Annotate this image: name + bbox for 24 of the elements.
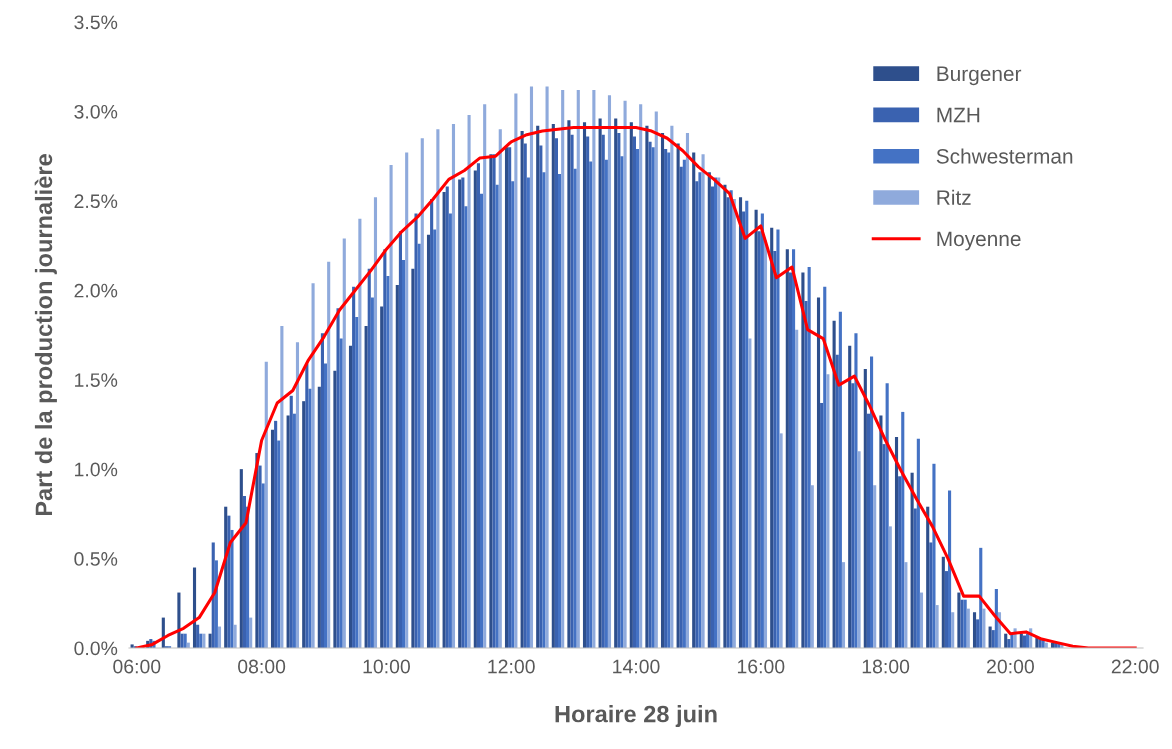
legend-label: MZH [937,107,980,123]
x-tick-label: 20:00 [987,659,1034,674]
legend-label: Moyenne [937,231,1021,251]
x-tick-label: 12:00 [488,659,535,674]
y-tick-label: 0.5% [74,552,118,566]
x-tick-label: 08:00 [238,659,286,674]
legend-label: Schwesterman [936,148,1073,164]
y-tick-label: 2.5% [74,194,118,209]
x-tick-label: 06:00 [113,659,161,674]
x-tick-label: 22:00 [1111,659,1159,674]
x-axis-title: Horaire 28 juin [555,705,717,728]
x-tick-label: 16:00 [737,659,785,674]
y-axis-title: Part de la production journalière [34,154,57,516]
y-tick-label: 1.5% [75,373,118,387]
x-tick-label: 18:00 [862,659,910,674]
y-tick-label: 2.0% [74,283,118,298]
y-tick-label: 3.5% [74,15,118,30]
legend-label: Ritz [937,189,971,205]
x-tick-label: 14:00 [613,659,660,674]
x-tick-label: 10:00 [363,659,410,674]
y-tick-label: 1.0% [75,462,118,477]
y-tick-label: 0.0% [74,641,118,656]
y-tick-label: 3.0% [74,104,118,119]
legend-label: Burgener [937,66,1022,86]
